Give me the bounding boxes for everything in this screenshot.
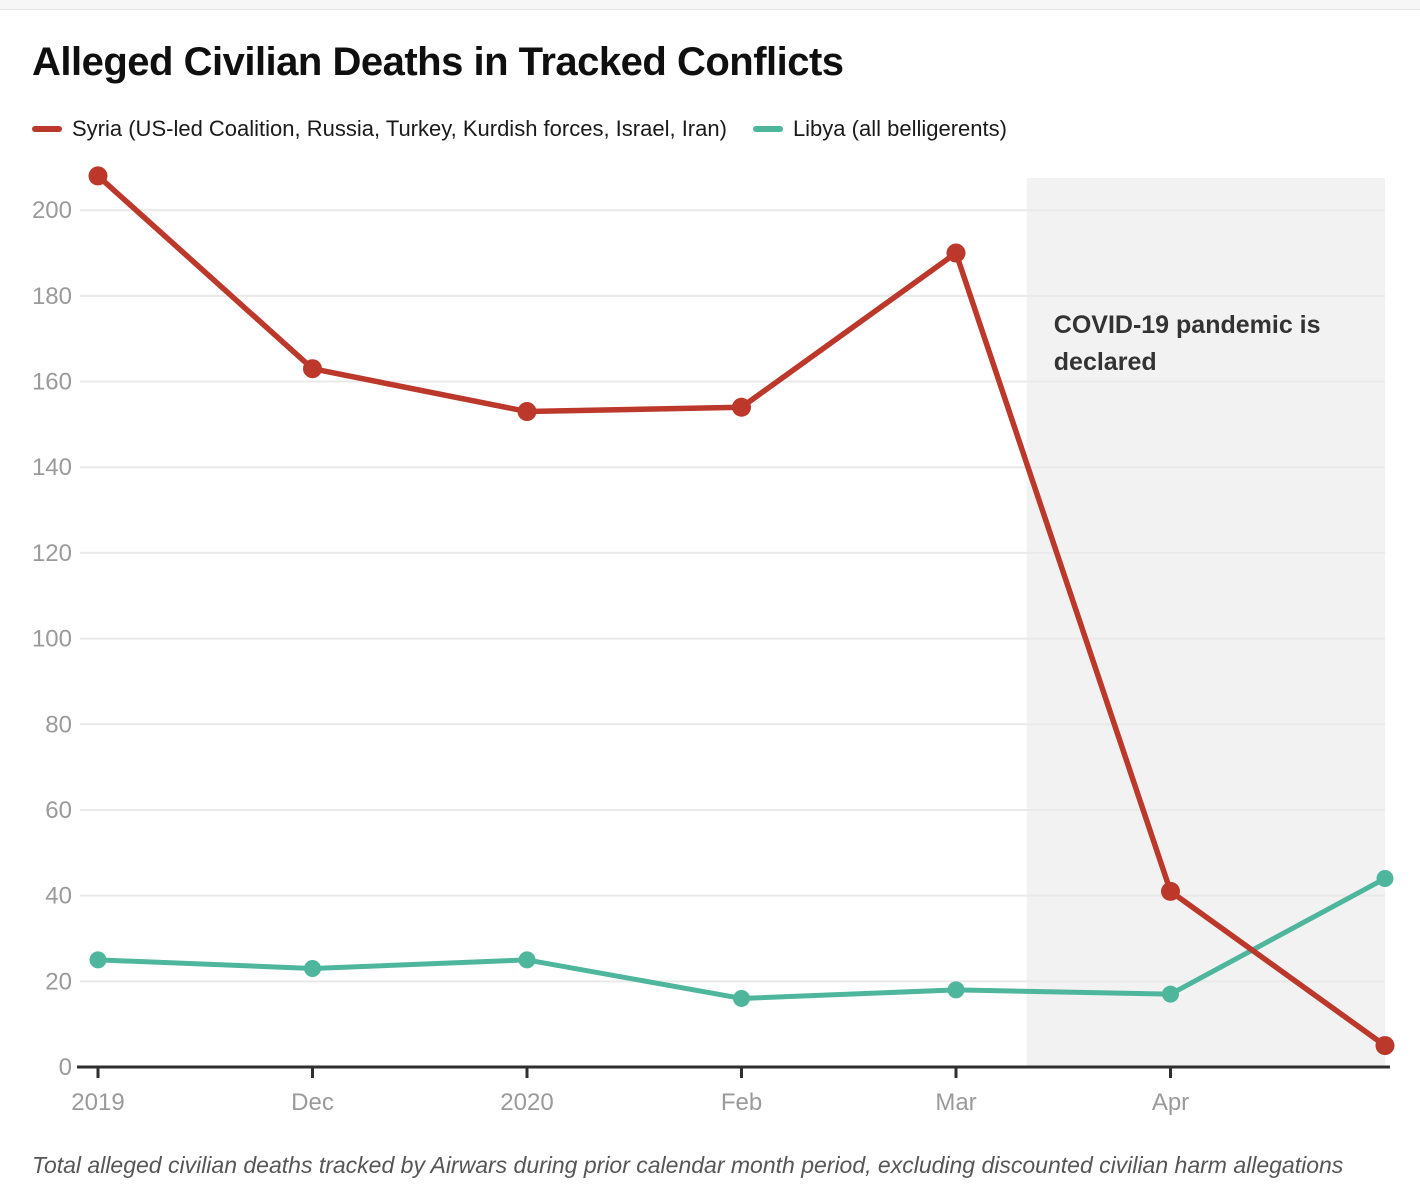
- x-tick-label: Mar: [935, 1089, 976, 1116]
- page-title: Alleged Civilian Deaths in Tracked Confl…: [32, 40, 844, 84]
- libya-data-point: [89, 951, 107, 969]
- x-tick-label: 2019: [71, 1089, 124, 1116]
- y-tick-label: 120: [32, 540, 72, 567]
- syria-data-point: [517, 402, 537, 422]
- libya-data-point: [304, 959, 321, 977]
- libya-data-point: [947, 981, 965, 999]
- libya-data-point: [518, 951, 536, 969]
- y-tick-label: 200: [32, 197, 72, 224]
- x-tick-label: Dec: [291, 1089, 334, 1116]
- top-strip: [0, 0, 1420, 10]
- y-tick-label: 0: [59, 1054, 72, 1081]
- line-chart: 0 20 40 60 80 100 120 140 160 180 200 2019 Dec 2020 Fe…: [0, 160, 1420, 1130]
- syria-data-point: [946, 243, 966, 263]
- line-chart-canvas: 0 20 40 60 80 100 120 140 160 180 200 2019 Dec 2020 Fe…: [32, 166, 1395, 1116]
- y-tick-label: 140: [32, 454, 72, 481]
- syria-data-point: [1375, 1036, 1395, 1056]
- covid-annotation-label: COVID-19 pandemic is declared: [1054, 311, 1321, 376]
- libya-data-point: [733, 989, 750, 1007]
- y-tick-label: 80: [45, 711, 72, 738]
- libya-data-point: [1376, 870, 1394, 888]
- legend-item-libya: Libya (all belligerents): [752, 116, 1007, 142]
- y-tick-label: 40: [45, 883, 72, 910]
- chart-legend: Syria (US-led Coalition, Russia, Turkey,…: [32, 116, 1007, 142]
- syria-data-point: [303, 359, 322, 379]
- y-tick-label: 60: [45, 797, 72, 824]
- x-tick-label: Feb: [721, 1089, 762, 1116]
- y-tick-label: 100: [32, 626, 72, 653]
- x-tick-label: 2020: [500, 1089, 553, 1116]
- y-tick-label: 180: [32, 283, 72, 310]
- chart-footnote: Total alleged civilian deaths tracked by…: [32, 1152, 1344, 1178]
- legend-item-syria: Syria (US-led Coalition, Russia, Turkey,…: [32, 116, 727, 142]
- legend-label-syria: Syria (US-led Coalition, Russia, Turkey,…: [72, 116, 727, 141]
- libya-line-swatch-icon: [752, 126, 783, 132]
- x-tick-label: Apr: [1152, 1089, 1189, 1116]
- legend-label-libya: Libya (all belligerents): [792, 116, 1007, 141]
- syria-line-swatch-icon: [32, 126, 62, 132]
- syria-data-point: [88, 166, 108, 186]
- y-tick-label: 160: [32, 369, 72, 396]
- y-tick-label: 20: [45, 968, 72, 995]
- syria-data-point: [1161, 881, 1180, 901]
- libya-data-point: [1162, 985, 1179, 1003]
- syria-data-point: [732, 397, 751, 417]
